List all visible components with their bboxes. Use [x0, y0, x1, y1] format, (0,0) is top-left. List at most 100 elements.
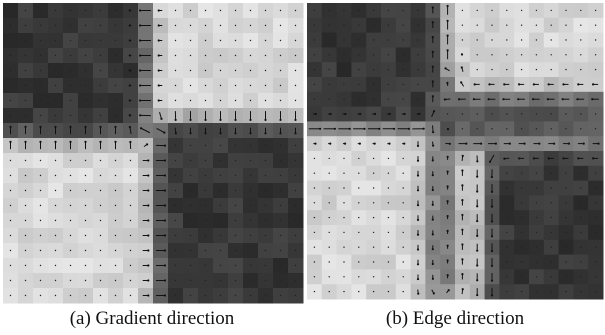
vector-dot	[521, 39, 522, 40]
vector-head	[129, 141, 131, 143]
vector-dot	[115, 205, 116, 206]
vector-dot	[358, 10, 359, 11]
vector-dot	[220, 160, 221, 161]
vector-dot	[100, 25, 101, 26]
vector-dot	[329, 202, 330, 203]
vector-head	[164, 264, 166, 266]
vector-dot	[190, 190, 191, 191]
vector-dot	[280, 10, 281, 11]
vector-dot	[265, 25, 266, 26]
vector-dot	[536, 39, 537, 40]
vector-dot	[536, 291, 537, 292]
vector-dot	[329, 39, 330, 40]
vector-head	[461, 169, 463, 171]
vector-head	[432, 51, 434, 53]
vector-dot	[235, 100, 236, 101]
vector-dot	[55, 40, 56, 41]
vector-dot	[388, 10, 389, 11]
vector-dot	[175, 235, 176, 236]
vector-dot	[70, 40, 71, 41]
vector-dot	[115, 265, 116, 266]
vector-head	[489, 161, 491, 163]
vector-dot	[343, 291, 344, 292]
vector-dot	[314, 25, 315, 26]
vector-dot	[25, 70, 26, 71]
vector-dot	[55, 280, 56, 281]
vector-head	[158, 24, 160, 26]
vector-head	[9, 126, 11, 128]
vector-head	[480, 143, 482, 145]
vector-dot	[235, 145, 236, 146]
vector-dot	[40, 25, 41, 26]
vector-dot	[595, 128, 596, 129]
vector-dot	[25, 280, 26, 281]
vector-dot	[491, 69, 492, 70]
vector-dot	[565, 128, 566, 129]
vector-dot	[551, 232, 552, 233]
vector-dot	[388, 261, 389, 262]
vector-dot	[265, 10, 266, 11]
vector-head	[158, 39, 160, 41]
vector-dot	[551, 217, 552, 218]
vector-dot	[265, 220, 266, 221]
vector-dot	[250, 175, 251, 176]
vector-dot	[373, 217, 374, 218]
vector-dot	[595, 291, 596, 292]
vector-dot	[295, 250, 296, 251]
vector-dot	[55, 160, 56, 161]
vector-dot	[462, 113, 463, 114]
vector-dot	[314, 99, 315, 100]
vector-head	[462, 155, 464, 157]
vector-dot	[403, 232, 404, 233]
vector-dot	[358, 25, 359, 26]
vector-dot	[25, 220, 26, 221]
vector-dot	[190, 205, 191, 206]
vector-head	[417, 293, 419, 295]
vector-head	[129, 99, 131, 101]
vector-head	[147, 159, 149, 161]
vector-dot	[205, 70, 206, 71]
vector-dot	[25, 100, 26, 101]
vector-dot	[388, 173, 389, 174]
vector-dot	[343, 10, 344, 11]
vector-head	[432, 66, 434, 68]
vector-dot	[25, 55, 26, 56]
vector-dot	[205, 100, 206, 101]
vector-dot	[580, 69, 581, 70]
vector-dot	[506, 128, 507, 129]
vector-dot	[314, 291, 315, 292]
vector-head	[458, 98, 460, 100]
vector-dot	[85, 175, 86, 176]
vector-head	[129, 9, 131, 11]
vector-head	[146, 143, 148, 145]
vector-dot	[280, 280, 281, 281]
vector-head	[509, 143, 511, 145]
vector-dot	[314, 202, 315, 203]
vector-dot	[521, 247, 522, 248]
vector-dot	[130, 190, 131, 191]
vector-dot	[343, 99, 344, 100]
vector-dot	[506, 113, 507, 114]
vector-dot	[536, 25, 537, 26]
vector-dot	[373, 187, 374, 188]
vector-dot	[373, 261, 374, 262]
vector-head	[432, 218, 434, 220]
vector-head	[158, 54, 160, 56]
vector-head	[547, 98, 549, 100]
vector-dot	[175, 250, 176, 251]
vector-head	[69, 126, 71, 128]
vector-dot	[295, 265, 296, 266]
vector-dot	[358, 276, 359, 277]
vector-dot	[314, 158, 315, 159]
vector-dot	[100, 55, 101, 56]
vector-dot	[295, 175, 296, 176]
vector-dot	[403, 25, 404, 26]
vector-dot	[565, 187, 566, 188]
vector-dot	[506, 25, 507, 26]
vector-dot	[25, 205, 26, 206]
vector-head	[461, 243, 463, 245]
vector-dot	[280, 175, 281, 176]
vector-dot	[314, 54, 315, 55]
vector-head	[577, 83, 579, 85]
vector-dot	[491, 25, 492, 26]
